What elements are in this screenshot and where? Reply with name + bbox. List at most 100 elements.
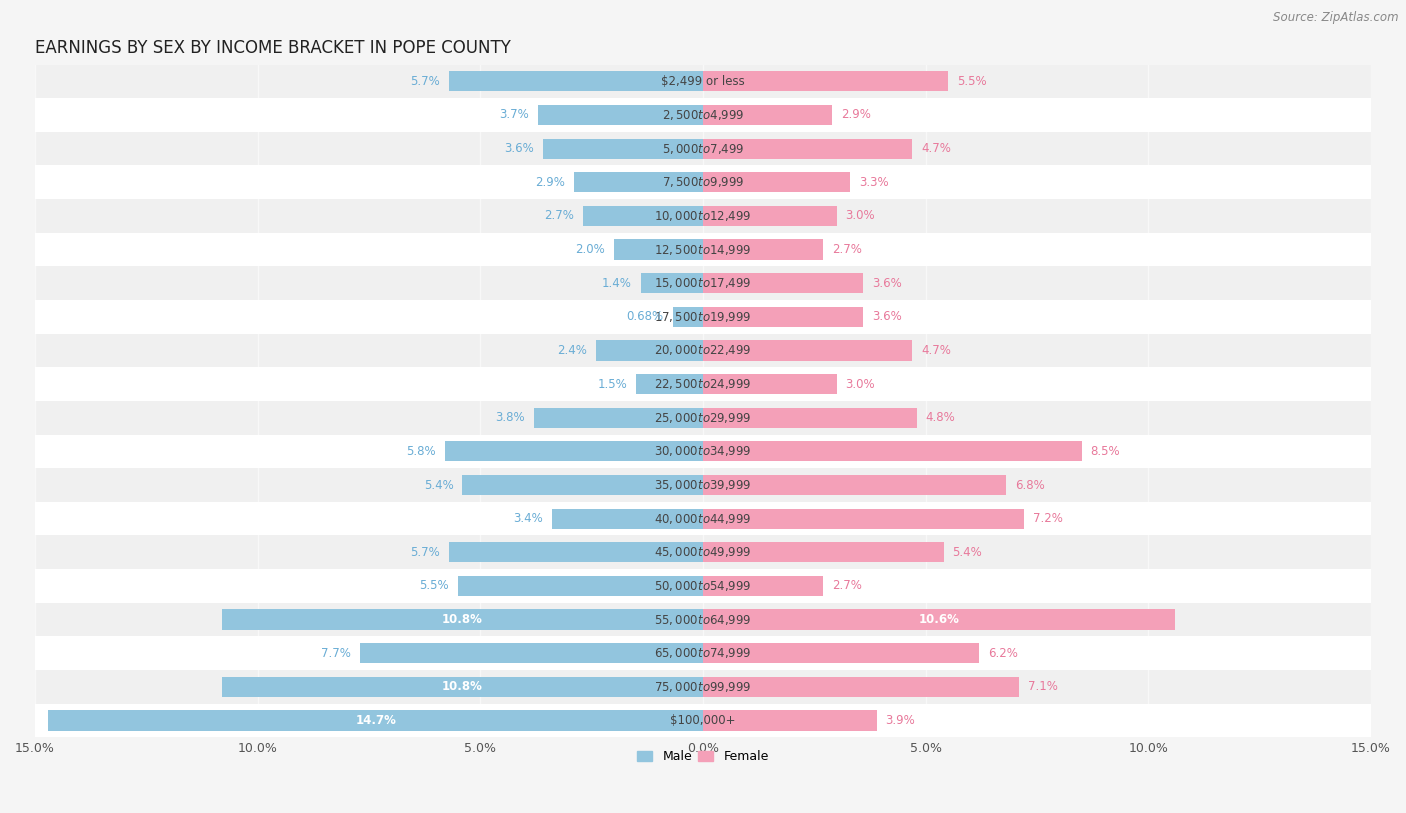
Bar [703, 509, 1024, 528]
Bar [35, 367, 1371, 401]
Text: 2.7%: 2.7% [832, 580, 862, 593]
Text: 5.8%: 5.8% [406, 445, 436, 458]
Bar [703, 542, 943, 563]
Text: 3.4%: 3.4% [513, 512, 543, 525]
Bar [641, 273, 703, 293]
Text: $20,000 to $22,499: $20,000 to $22,499 [654, 343, 752, 358]
Bar [35, 637, 1371, 670]
Bar [703, 676, 1019, 697]
Bar [35, 98, 1371, 132]
Bar [636, 374, 703, 394]
Bar [444, 441, 703, 462]
Bar [703, 610, 1175, 629]
Bar [703, 240, 824, 259]
Bar [463, 475, 703, 495]
Bar [35, 602, 1371, 637]
Text: 10.6%: 10.6% [918, 613, 959, 626]
Bar [35, 468, 1371, 502]
Bar [35, 132, 1371, 165]
Text: 3.9%: 3.9% [886, 714, 915, 727]
Bar [35, 233, 1371, 267]
Text: 4.7%: 4.7% [921, 344, 950, 357]
Text: 5.7%: 5.7% [411, 546, 440, 559]
Text: $35,000 to $39,999: $35,000 to $39,999 [654, 478, 752, 492]
Text: 7.1%: 7.1% [1028, 680, 1057, 693]
Text: 4.7%: 4.7% [921, 142, 950, 155]
Bar [35, 704, 1371, 737]
Text: 10.8%: 10.8% [441, 613, 482, 626]
Text: 3.0%: 3.0% [845, 377, 875, 390]
Bar [703, 643, 979, 663]
Text: 5.5%: 5.5% [957, 75, 987, 88]
Bar [703, 172, 851, 193]
Text: $45,000 to $49,999: $45,000 to $49,999 [654, 546, 752, 559]
Text: 2.7%: 2.7% [832, 243, 862, 256]
Text: 3.8%: 3.8% [495, 411, 524, 424]
Bar [596, 341, 703, 360]
Text: $100,000+: $100,000+ [671, 714, 735, 727]
Bar [703, 105, 832, 125]
Bar [35, 267, 1371, 300]
Text: 7.2%: 7.2% [1032, 512, 1063, 525]
Bar [543, 138, 703, 159]
Text: 1.4%: 1.4% [602, 276, 631, 289]
Text: $50,000 to $54,999: $50,000 to $54,999 [654, 579, 752, 593]
Text: $17,500 to $19,999: $17,500 to $19,999 [654, 310, 752, 324]
Text: 5.4%: 5.4% [423, 479, 454, 492]
Bar [222, 676, 703, 697]
Text: $55,000 to $64,999: $55,000 to $64,999 [654, 612, 752, 627]
Bar [703, 441, 1081, 462]
Bar [582, 206, 703, 226]
Bar [35, 569, 1371, 602]
Bar [35, 502, 1371, 536]
Bar [703, 273, 863, 293]
Bar [360, 643, 703, 663]
Text: 3.6%: 3.6% [503, 142, 534, 155]
Bar [458, 576, 703, 596]
Text: $10,000 to $12,499: $10,000 to $12,499 [654, 209, 752, 223]
Bar [703, 72, 948, 91]
Text: $2,499 or less: $2,499 or less [661, 75, 745, 88]
Bar [703, 341, 912, 360]
Text: $40,000 to $44,999: $40,000 to $44,999 [654, 511, 752, 526]
Bar [703, 711, 877, 731]
Text: $7,500 to $9,999: $7,500 to $9,999 [662, 176, 744, 189]
Text: $5,000 to $7,499: $5,000 to $7,499 [662, 141, 744, 155]
Text: 4.8%: 4.8% [925, 411, 956, 424]
Text: EARNINGS BY SEX BY INCOME BRACKET IN POPE COUNTY: EARNINGS BY SEX BY INCOME BRACKET IN POP… [35, 39, 510, 58]
Text: 6.8%: 6.8% [1015, 479, 1045, 492]
Text: $65,000 to $74,999: $65,000 to $74,999 [654, 646, 752, 660]
Text: Source: ZipAtlas.com: Source: ZipAtlas.com [1274, 11, 1399, 24]
Legend: Male, Female: Male, Female [633, 745, 773, 768]
Bar [35, 670, 1371, 704]
Text: 8.5%: 8.5% [1091, 445, 1121, 458]
Text: 2.9%: 2.9% [841, 108, 870, 121]
Bar [614, 240, 703, 259]
Bar [703, 475, 1005, 495]
Text: 7.7%: 7.7% [322, 646, 352, 659]
Bar [538, 105, 703, 125]
Text: 5.5%: 5.5% [419, 580, 449, 593]
Text: 14.7%: 14.7% [356, 714, 396, 727]
Bar [35, 434, 1371, 468]
Text: 3.3%: 3.3% [859, 176, 889, 189]
Text: $15,000 to $17,499: $15,000 to $17,499 [654, 276, 752, 290]
Bar [222, 610, 703, 629]
Text: $30,000 to $34,999: $30,000 to $34,999 [654, 445, 752, 459]
Bar [35, 333, 1371, 367]
Text: 5.4%: 5.4% [952, 546, 983, 559]
Bar [35, 300, 1371, 333]
Text: 2.7%: 2.7% [544, 210, 574, 223]
Bar [35, 199, 1371, 233]
Bar [703, 307, 863, 327]
Text: $2,500 to $4,999: $2,500 to $4,999 [662, 108, 744, 122]
Bar [534, 407, 703, 428]
Bar [35, 536, 1371, 569]
Bar [703, 374, 837, 394]
Bar [703, 138, 912, 159]
Bar [672, 307, 703, 327]
Text: 2.4%: 2.4% [557, 344, 588, 357]
Bar [574, 172, 703, 193]
Text: 3.0%: 3.0% [845, 210, 875, 223]
Bar [35, 165, 1371, 199]
